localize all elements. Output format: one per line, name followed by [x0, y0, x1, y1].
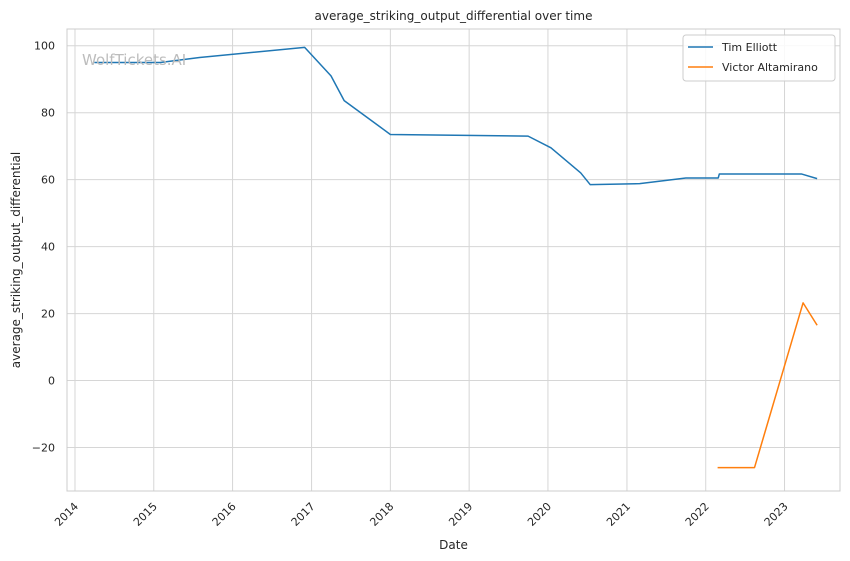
y-tick-label: 100: [34, 40, 55, 53]
grid-lines: [67, 29, 840, 491]
watermark-text: WolfTickets.AI: [82, 51, 186, 69]
x-tick-label: 2014: [52, 500, 81, 529]
x-tick-label: 2016: [210, 500, 239, 529]
x-tick-label: 2018: [367, 500, 396, 529]
legend-entry-0: Tim Elliott: [721, 41, 778, 54]
y-axis-label: average_striking_output_differential: [9, 152, 23, 368]
x-tick-label: 2022: [683, 500, 712, 529]
y-tick-labels: −20 0 20 40 60 80 100: [32, 40, 55, 455]
chart-title: average_striking_output_differential ove…: [315, 9, 593, 23]
y-tick-label: 40: [41, 241, 55, 254]
x-tick-label: 2023: [762, 500, 791, 529]
y-tick-label: −20: [32, 441, 55, 454]
x-tick-label: 2021: [604, 500, 633, 529]
plot-frame: [66, 28, 841, 492]
x-tick-label: 2020: [525, 500, 554, 529]
y-tick-label: 20: [41, 308, 55, 321]
y-tick-label: 0: [48, 375, 55, 388]
x-tick-label: 2017: [289, 500, 318, 529]
x-tick-label: 2019: [446, 500, 475, 529]
legend-entry-1: Victor Altamirano: [722, 61, 818, 74]
series-line-0: [94, 46, 818, 186]
series-line-1: [717, 302, 818, 469]
legend: Tim Elliott Victor Altamirano: [682, 34, 836, 82]
series-lines: [94, 46, 818, 469]
x-axis-label: Date: [439, 538, 468, 552]
y-tick-label: 80: [41, 107, 55, 120]
x-tick-label: 2015: [131, 500, 160, 529]
x-tick-labels: 2014 2015 2016 2017 2018 2019 2020 2021 2022 2023: [52, 500, 791, 529]
y-tick-label: 60: [41, 174, 55, 187]
legend-box: [682, 34, 836, 82]
